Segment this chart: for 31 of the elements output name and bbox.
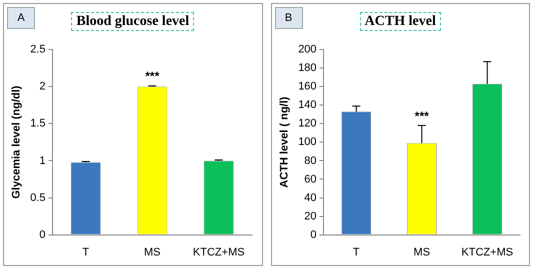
x-tick-label: T [82, 246, 90, 258]
text: B [274, 7, 302, 29]
y-tick-label: 180 [298, 62, 316, 74]
y-tick-label: 200 [298, 44, 316, 56]
y-tick-label: 80 [304, 154, 316, 167]
y-tick-label: 1 [39, 154, 46, 167]
y-axis-title: ACTH level ( ng/l) [278, 96, 290, 188]
annotation: *** [414, 108, 429, 123]
x-tick-label: MS [413, 246, 430, 258]
text: A [7, 7, 35, 29]
y-tick-label: 40 [304, 192, 316, 204]
y-tick-label: 60 [304, 173, 316, 186]
y-tick-label: 1.5 [30, 118, 46, 130]
y-tick-label: 0 [310, 228, 316, 241]
x-tick-label: KTCZ+MS [192, 246, 245, 258]
y-tick-label: 140 [298, 99, 316, 112]
y-tick-label: 0.5 [30, 192, 46, 204]
y-axis-title: Glycemia level (ng/dl) [10, 85, 23, 199]
chart-title: Blood glucose level [71, 12, 194, 31]
y-tick-label: 2.5 [30, 44, 46, 56]
y-tick-label: 120 [298, 118, 316, 130]
y-tick-label: 20 [304, 210, 316, 222]
annotation: *** [145, 69, 160, 84]
chart-title: ACTH level [360, 12, 441, 31]
y-tick-label: 160 [298, 80, 316, 93]
x-tick-label: T [352, 246, 360, 258]
x-tick-label: MS [144, 246, 160, 258]
y-tick-label: 100 [298, 136, 316, 148]
y-tick-label: 0 [39, 228, 46, 241]
y-tick-label: 2 [39, 80, 46, 93]
x-tick-label: KTCZ+MS [460, 246, 513, 258]
